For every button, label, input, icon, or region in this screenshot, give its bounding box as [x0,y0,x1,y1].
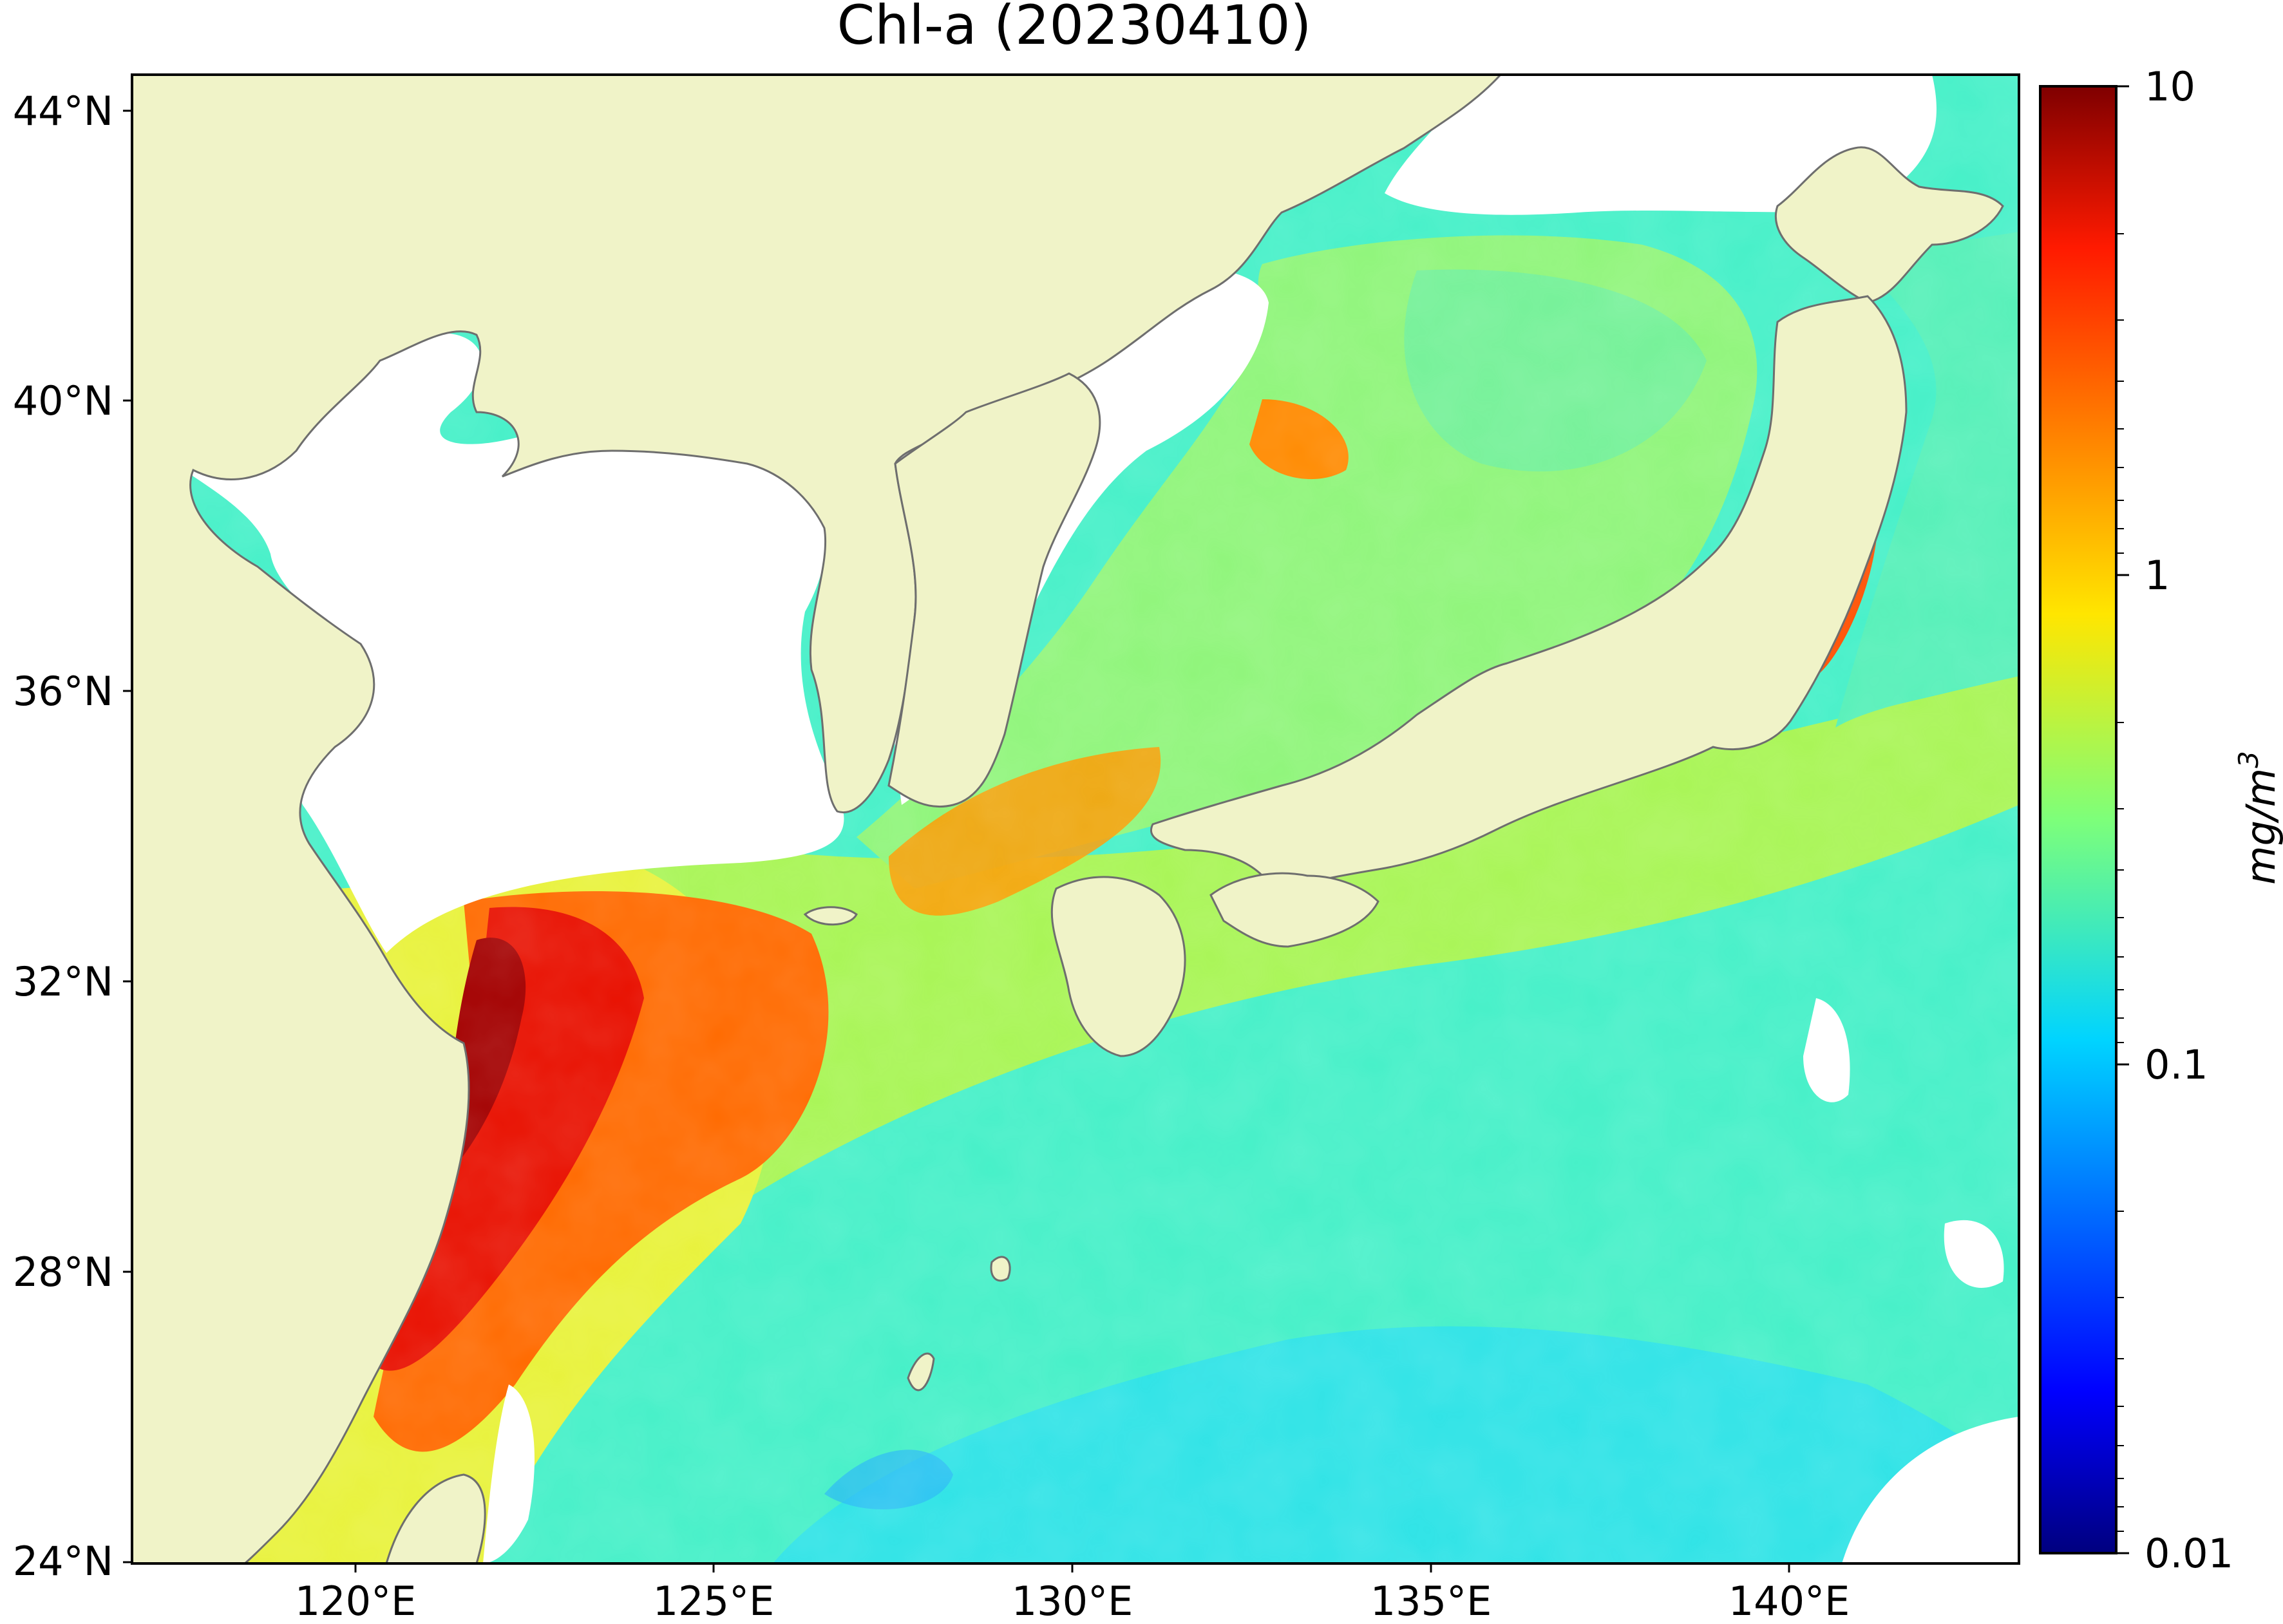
land-shikoku [1209,872,1379,948]
x-tick-label: 135°E [1370,1578,1492,1624]
y-tick-label: 24°N [13,1538,113,1585]
y-tick-label: 28°N [13,1249,113,1296]
colorbar-tick-label: 0.01 [2145,1530,2233,1577]
colorbar-minor-ticks [2116,233,2124,1532]
no-data-east-patch [1803,998,1850,1102]
land-okinawa [907,1352,935,1392]
y-tick-label: 36°N [13,668,113,715]
colorbar-tick-label: 1 [2145,552,2170,599]
y-tick-label: 40°N [13,377,113,424]
x-tick-label: 140°E [1729,1578,1850,1624]
no-data-okinawa-west [483,1384,535,1563]
no-data-south-patch [1842,1417,2019,1563]
colorbar: 10 1 0.1 0.01 mg/m3 [2039,63,2283,1577]
map-title: Chl-a (20230410) [837,0,1312,57]
colorbar-unit-base: mg/m [2237,768,2283,885]
y-tick-label: 44°N [13,88,113,135]
colorbar-tick-label: 10 [2145,63,2195,110]
land-taiwan [385,1473,486,1563]
no-data-hokkaido [1385,75,1937,215]
no-data-yellow-sea [174,332,844,953]
y-axis: 44°N 40°N 36°N 32°N 28°N 24°N [13,88,132,1585]
map-frame [131,73,2020,1565]
colorbar-tick-label: 0.1 [2145,1041,2208,1088]
map-area [132,75,2019,1563]
land-hokkaido [1774,146,2004,304]
land-kyushu [1050,876,1186,1057]
x-axis: 120°E 125°E 130°E 135°E 140°E [295,1563,1850,1624]
land-jeju [803,906,858,926]
x-tick-label: 125°E [653,1578,775,1624]
land-amami [990,1256,1011,1282]
y-tick-label: 32°N [13,958,113,1005]
no-data-east-patch-2 [1944,1220,2004,1288]
land-korea-peninsula [887,372,1101,808]
x-tick-label: 120°E [295,1578,417,1624]
x-tick-label: 130°E [1012,1578,1133,1624]
colorbar-unit-exponent: 3 [2233,751,2264,768]
colorbar-unit-label: mg/m3 [2233,751,2283,885]
colorbar-gradient [2040,86,2116,1553]
colorbar-frame [2039,85,2117,1554]
